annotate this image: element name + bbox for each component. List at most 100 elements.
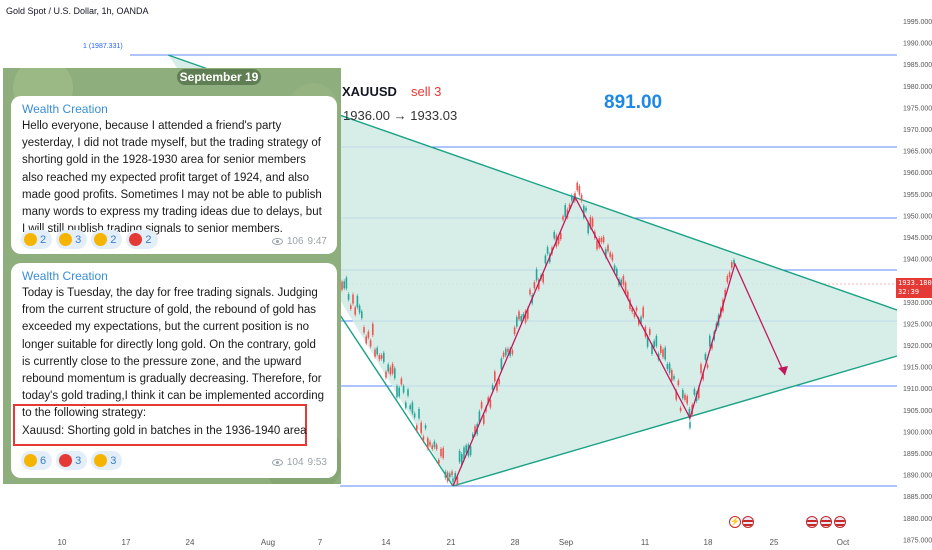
candle-body bbox=[544, 255, 547, 264]
candle-body bbox=[728, 272, 731, 277]
candle-body bbox=[660, 345, 662, 353]
price-tick-label: 1955.000 bbox=[903, 192, 932, 199]
candle-body bbox=[400, 378, 403, 385]
candle-body bbox=[416, 425, 418, 431]
candle-body bbox=[507, 348, 509, 352]
message-bubble[interactable]: Wealth Creation Today is Tuesday, the da… bbox=[11, 263, 337, 478]
candle-body bbox=[505, 348, 507, 356]
time-tick-label: 7 bbox=[318, 538, 323, 547]
us-flag-icon[interactable] bbox=[820, 516, 832, 528]
candle-body bbox=[398, 387, 400, 397]
reaction-bar: 6 3 3 bbox=[21, 451, 123, 470]
price-tick-label: 1980.000 bbox=[903, 84, 932, 91]
candle-body bbox=[576, 182, 578, 191]
candle-body bbox=[605, 249, 607, 257]
candle-body bbox=[483, 414, 485, 424]
candle-body bbox=[347, 294, 350, 300]
price-tick-label: 1925.000 bbox=[903, 321, 932, 328]
candle-body bbox=[578, 185, 581, 195]
reaction-thumbs-up[interactable]: 2 bbox=[91, 230, 123, 249]
candle-body bbox=[391, 363, 394, 374]
date-separator: September 19 bbox=[177, 69, 261, 85]
chart-title: Gold Spot / U.S. Dollar, 1h, OANDA bbox=[6, 6, 149, 16]
message-meta: 104 9:53 bbox=[271, 457, 327, 468]
time-tick-label: 11 bbox=[641, 538, 650, 547]
price-tick-label: 1885.000 bbox=[903, 494, 932, 501]
event-bolt-icon[interactable]: ⚡ bbox=[729, 516, 741, 528]
time-axis: 10 17 24 Aug 7 14 21 28 Sep 11 18 25 Oct bbox=[58, 538, 850, 547]
time-tick-label: 17 bbox=[122, 538, 131, 547]
candle-body bbox=[693, 388, 696, 395]
price-tick-label: 1960.000 bbox=[903, 170, 932, 177]
message-bubble[interactable]: Wealth Creation Hello everyone, because … bbox=[11, 96, 337, 254]
candle-body bbox=[664, 347, 666, 360]
price-tick-label: 1945.000 bbox=[903, 235, 932, 242]
reaction-party[interactable]: 3 bbox=[91, 451, 123, 470]
candle-body bbox=[649, 329, 651, 335]
reaction-count: 6 bbox=[40, 454, 47, 467]
us-flag-icon[interactable] bbox=[742, 516, 754, 528]
candle-body bbox=[367, 331, 370, 338]
price-tick-label: 1985.000 bbox=[903, 62, 932, 69]
time-tick-label: 24 bbox=[186, 538, 195, 547]
candle-body bbox=[682, 390, 684, 399]
candle-body bbox=[458, 450, 461, 463]
candle-body bbox=[640, 316, 642, 324]
reaction-count: 3 bbox=[110, 454, 117, 467]
sender-name[interactable]: Wealth Creation bbox=[22, 269, 108, 283]
message-meta: 106 9:47 bbox=[271, 236, 327, 247]
trade-range: 1936.00 → 1933.03 bbox=[343, 108, 458, 123]
price-tick-label: 1995.000 bbox=[903, 19, 932, 26]
candle-body bbox=[361, 311, 363, 319]
candle-body bbox=[646, 336, 649, 347]
clap-icon bbox=[59, 233, 73, 246]
candle-body bbox=[405, 402, 407, 408]
candle-body bbox=[418, 408, 420, 419]
candle-body bbox=[402, 385, 405, 393]
candle-body bbox=[496, 382, 498, 391]
candle-body bbox=[438, 459, 440, 464]
candle-body bbox=[463, 447, 465, 460]
points-value: 891.00 bbox=[604, 92, 663, 113]
candle-body bbox=[413, 413, 416, 418]
us-flag-icon[interactable] bbox=[834, 516, 846, 528]
candle-body bbox=[613, 265, 616, 272]
candle-body bbox=[449, 473, 451, 478]
price-tick-label: 1875.000 bbox=[903, 537, 932, 544]
price-tick-label: 1905.000 bbox=[903, 408, 932, 415]
candle-body bbox=[653, 340, 655, 348]
candle-body bbox=[427, 438, 429, 449]
price-tick-label: 1965.000 bbox=[903, 149, 932, 156]
price-axis: 1995.000 1990.000 1985.000 1980.000 1975.000… bbox=[903, 19, 932, 544]
reaction-thumbs-up[interactable]: 6 bbox=[21, 451, 53, 470]
thumbs-up-icon bbox=[24, 454, 37, 467]
time-tick-label: 21 bbox=[447, 538, 456, 547]
reaction-thumbs-down[interactable]: 2 bbox=[21, 230, 53, 249]
reaction-clap[interactable]: 3 bbox=[56, 230, 88, 249]
candle-body bbox=[642, 307, 644, 318]
candle-body bbox=[673, 376, 675, 380]
candle-body bbox=[394, 368, 396, 379]
message-time: 9:47 bbox=[307, 236, 327, 247]
candle-body bbox=[420, 422, 422, 434]
sender-name[interactable]: Wealth Creation bbox=[22, 102, 108, 116]
reaction-heart[interactable]: 3 bbox=[56, 451, 88, 470]
us-flag-icon[interactable] bbox=[806, 516, 818, 528]
trade-action: sell 3 bbox=[411, 84, 442, 99]
candle-body bbox=[535, 269, 538, 281]
reaction-heart[interactable]: 2 bbox=[126, 230, 158, 249]
candle-body bbox=[511, 350, 514, 355]
reaction-count: 2 bbox=[110, 233, 117, 246]
views-eye-icon bbox=[271, 238, 283, 245]
candle-body bbox=[611, 254, 614, 261]
candle-body bbox=[711, 343, 713, 349]
candle-body bbox=[356, 295, 359, 308]
reaction-count: 3 bbox=[75, 454, 82, 467]
time-tick-label: Aug bbox=[261, 538, 275, 547]
candle-body bbox=[583, 206, 585, 218]
price-tick-label: 1970.000 bbox=[903, 127, 932, 134]
candle-body bbox=[343, 281, 345, 289]
telegram-screenshot: September 19 Wealth Creation Hello every… bbox=[3, 68, 341, 484]
candle-body bbox=[345, 277, 348, 289]
